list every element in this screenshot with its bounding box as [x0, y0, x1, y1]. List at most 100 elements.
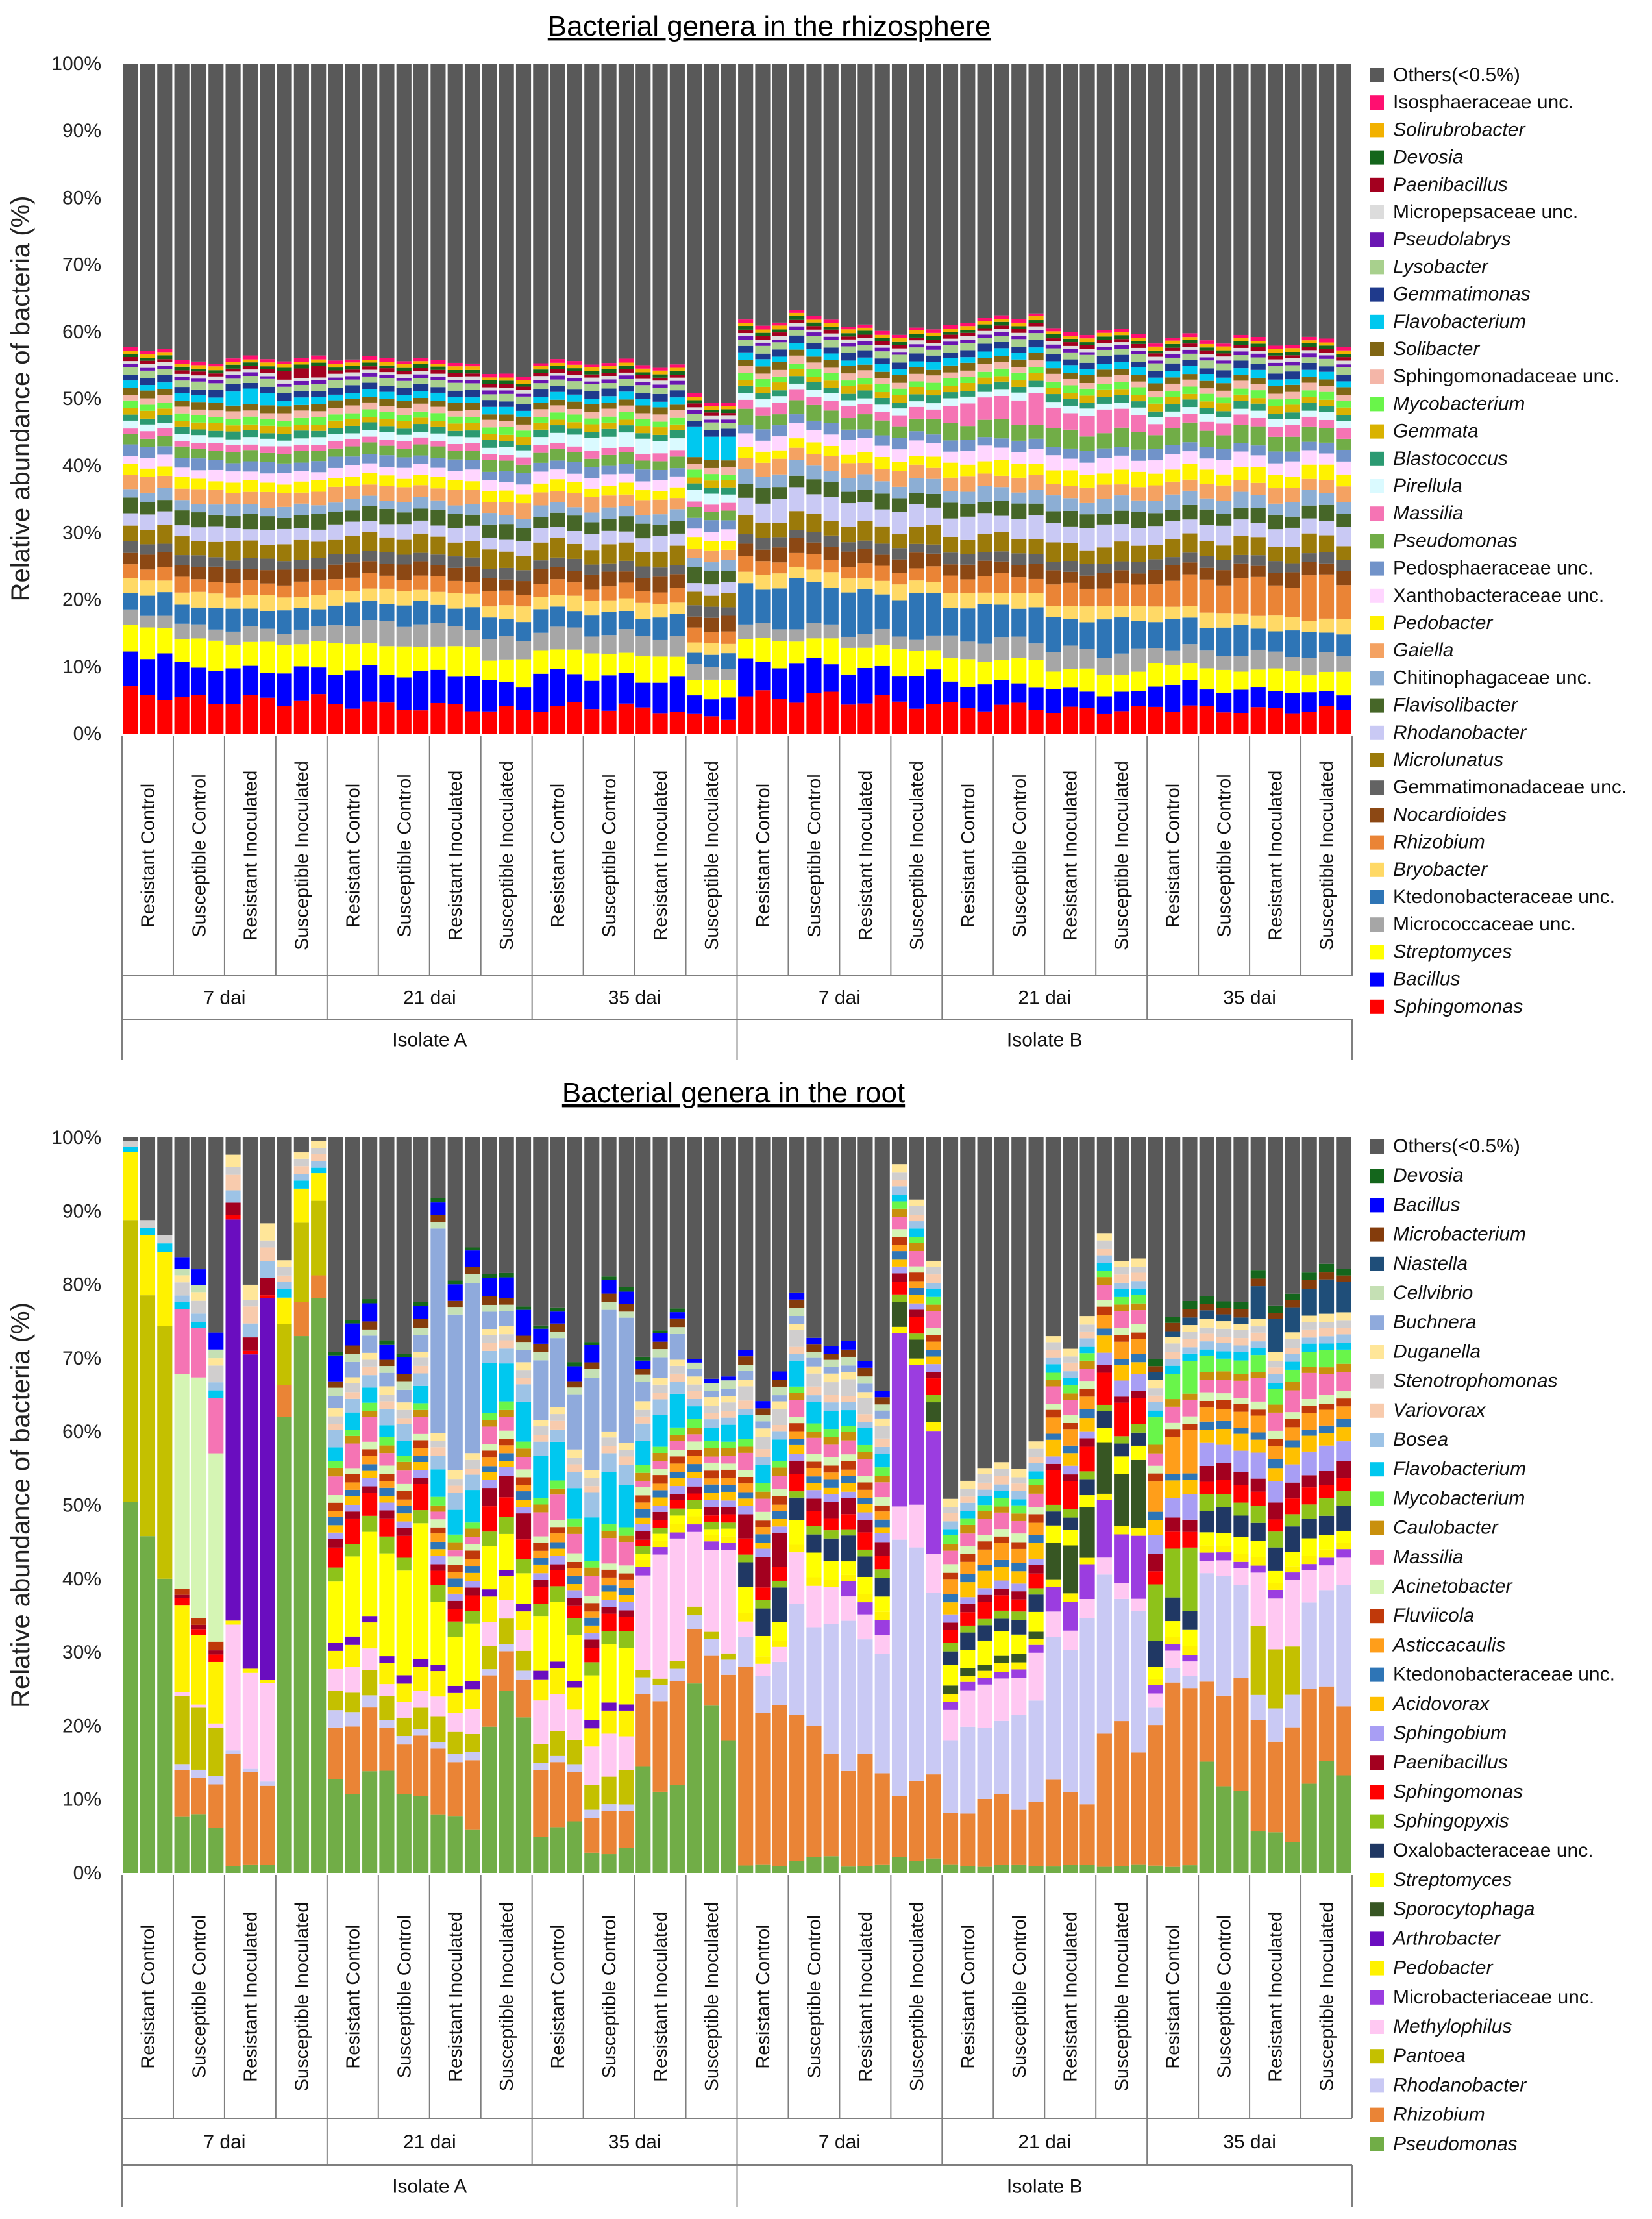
bar-segment-fluviicola [1216, 1400, 1232, 1409]
bar-segment-flavobacterium [1285, 1361, 1300, 1370]
bar-segment-acidovorax [891, 1259, 907, 1267]
bar-segment-solirubrobacter [704, 406, 719, 410]
bar-segment-massilia [669, 450, 685, 457]
bar-segment-pedosphaeraceae-unc [1114, 447, 1129, 456]
bar-segment-chitinophagaceae-unc [1182, 490, 1198, 505]
bar-segment-ktedonobacteraceae-unc [277, 610, 292, 634]
bar-segment-flavobacterium [1267, 1383, 1283, 1389]
bar-segment-sphingomonas [1285, 713, 1300, 734]
bar-segment-micrococcaceae-unc [447, 626, 463, 647]
bar-segment-rhizobium [1028, 578, 1044, 593]
bar-segment-xanthobacteraceae-unc [464, 469, 480, 482]
bar-segment-caulobacter [687, 1428, 702, 1435]
bar-segment-duganella [1148, 1380, 1163, 1389]
bar-segment-micropepsaceae-unc [926, 343, 941, 346]
bar-segment-others [755, 64, 771, 326]
bar-segment-lysobacter [926, 349, 941, 356]
bar-segment-paenibacillus [430, 1564, 446, 1571]
bar-segment-paenibacillus [1096, 1365, 1112, 1373]
bar-segment-pedobacter [943, 1694, 959, 1702]
bar-segment-pseudomonas [874, 1864, 890, 1873]
bar-segment-pirellula [823, 393, 839, 401]
bar-segment-methylophilus [635, 1575, 651, 1670]
bar-segment-mycobacterium [1301, 1352, 1317, 1367]
bar-segment-pseudomonas [277, 1417, 292, 1873]
bar-segment-methylophilus [721, 1550, 736, 1654]
bar-segment-paenibacillus [1011, 1591, 1027, 1600]
bar-segment-pedosphaeraceae-unc [533, 462, 549, 472]
bar-segment-chitinophagaceae-unc [652, 514, 668, 525]
bar-segment-ktedonobacteraceae-unc [584, 1617, 600, 1626]
bar-segment-streptomyces [1011, 658, 1027, 684]
bar-segment-streptomyces [550, 1602, 565, 1662]
bar-segment-streptomyces [601, 654, 617, 676]
bar-segment-flavisolibacter [1079, 514, 1095, 528]
bar-segment-ktedonobacteraceae-unc [1336, 1419, 1351, 1428]
legend-label: Pseudomonas [1393, 2133, 1518, 2155]
bar-segment-rhizobium [977, 1798, 992, 1867]
bar-segment-streptomyces [1216, 669, 1232, 693]
bar-segment-blastococcus [806, 382, 822, 390]
bar-segment-pseudolabrys [874, 347, 890, 352]
bar-segment-xanthobacteraceae-unc [311, 472, 327, 480]
bar-segment-gemmatimonadaceae-unc [550, 557, 565, 567]
bar-segment-mycobacterium [550, 1480, 565, 1489]
legend-label: Flavisolibacter [1393, 695, 1518, 716]
bar-segment-massilia [1267, 1412, 1283, 1431]
bar-segment-sphingomonas [772, 699, 787, 734]
bar-segment-rhizobium [841, 567, 856, 579]
bar-segment-solibacter [687, 457, 702, 464]
legend-swatch [1370, 1990, 1384, 2005]
bar-segment-bacillus [1079, 691, 1095, 708]
bar-segment-lysobacter [584, 384, 600, 391]
bar-segment-caulobacter [1079, 1360, 1095, 1369]
x-timepoint-label: 35 dai [608, 2131, 661, 2153]
bar-segment-pseudomonas [1250, 426, 1266, 446]
bar-segment-gemmata [362, 417, 378, 423]
bar-segment-micropepsaceae-unc [328, 373, 343, 378]
bar-segment-mycobacterium [909, 381, 924, 387]
bar-segment-solirubrobacter [1318, 342, 1335, 346]
bar-segment-microlunatus [447, 542, 463, 557]
bar-segment-rhizobium [823, 559, 839, 573]
bar-segment-pseudomonas [1318, 428, 1335, 443]
bar-segment-mycobacterium [926, 1296, 941, 1305]
bar-segment-isosphaeraceae-unc [413, 358, 429, 362]
bar-segment-devosia [533, 369, 549, 373]
bar-segment-flavobacterium [874, 1454, 890, 1468]
bar-segment-devosia [567, 368, 583, 371]
bar-segment-streptomyces [499, 1533, 514, 1570]
bar-segment-acinetobacter [669, 1450, 685, 1457]
bar-segment-buchnera [772, 1395, 787, 1402]
bar-segment-micropepsaceae-unc [550, 373, 565, 376]
bar-segment-rhodanobacter [1199, 525, 1214, 541]
bar-segment-sphingomonas [140, 695, 156, 734]
bar-segment-others [1216, 1137, 1232, 1302]
bar-segment-sphingomonadaceae-unc [447, 410, 463, 417]
legend-swatch [1370, 342, 1384, 356]
bar-segment-mycobacterium [157, 403, 173, 409]
bar-segment-pseudomonas [1182, 422, 1198, 443]
bar-segment-isosphaeraceae-unc [1285, 345, 1300, 349]
bar-segment-rhodanobacter [345, 521, 360, 536]
legend-label: Pseudolabrys [1393, 229, 1511, 250]
bar-segment-pseudomonas [1165, 1866, 1181, 1873]
bar-segment-sphingomonas [960, 1612, 976, 1626]
bar-segment-sphingomonas [738, 1538, 754, 1555]
bar-segment-acinetobacter [1131, 1324, 1146, 1333]
bar-segment-sphingobium [1301, 1451, 1317, 1476]
legend-swatch [1370, 1931, 1384, 1946]
bar-segment-massilia [550, 1494, 565, 1520]
bar-segment-pseudolabrys [293, 380, 309, 385]
bar-segment-acidovorax [345, 1496, 360, 1505]
bar-segment-paenibacillus [413, 1478, 429, 1485]
bar-segment-pseudolabrys [123, 364, 138, 367]
bar-segment-xanthobacteraceae-unc [1250, 455, 1266, 467]
bar-segment-devosia [1285, 351, 1300, 356]
bar-segment-acidovorax [618, 1594, 634, 1602]
bar-segment-others [891, 64, 907, 335]
bar-segment-gemmatimonas [242, 382, 258, 389]
bar-segment-bryobacter [123, 578, 138, 593]
bar-segment-bacillus [721, 1376, 736, 1381]
bar-segment-mycobacterium [311, 417, 327, 425]
